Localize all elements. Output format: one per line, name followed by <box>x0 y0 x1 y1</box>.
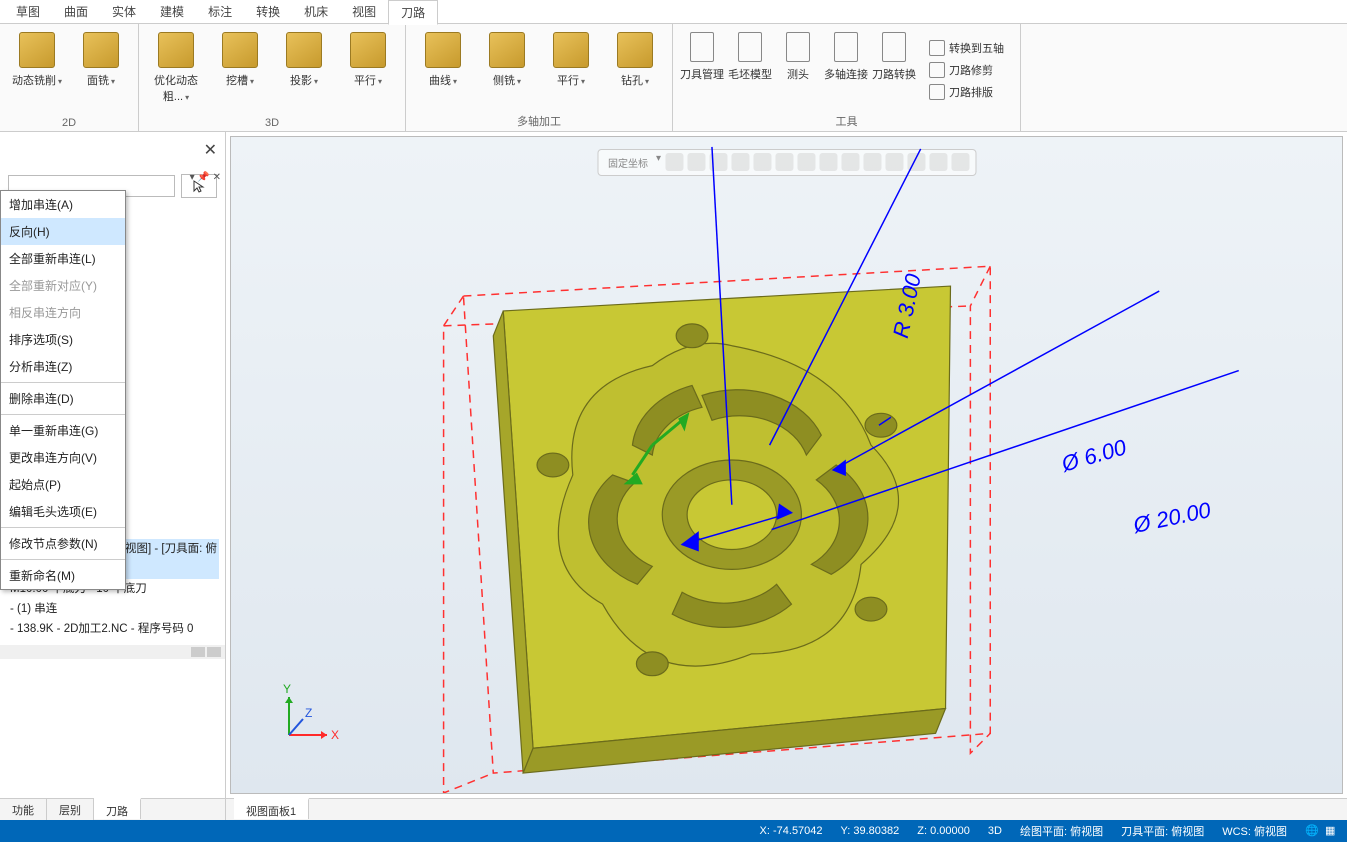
tool-mgr-icon <box>690 32 714 62</box>
parallel5-button[interactable]: 平行 <box>540 28 602 111</box>
side-mill-icon <box>489 32 525 68</box>
ctx-item-11[interactable]: 更改串连方向(V) <box>1 444 125 471</box>
toolpath-manager-pane: ✕ ▾ 📌 ✕ ⓘ ⟳ 增加串连(A)反向(H)全部重新串连(L)全部重新对应(… <box>0 132 226 798</box>
status-y: Y: 39.80382 <box>841 825 900 837</box>
stock-button[interactable]: 毛坯模型 <box>727 28 773 111</box>
ctx-item-15[interactable]: 修改节点参数(N) <box>1 530 125 557</box>
parallel-icon <box>350 32 386 68</box>
parallel5-icon <box>553 32 589 68</box>
project-icon <box>286 32 322 68</box>
face-mill-button[interactable]: 面铣 <box>70 28 132 115</box>
convert-icon <box>882 32 906 62</box>
status-draw-plane[interactable]: 绘图平面: 俯视图 <box>1020 823 1103 839</box>
trim-icon <box>929 62 945 78</box>
to-5axis-icon <box>929 40 945 56</box>
globe-icon[interactable]: 🌐 <box>1305 824 1319 838</box>
ribbon-group-1: 优化动态粗... 挖槽 投影 平行3D <box>139 24 406 131</box>
ctx-item-12[interactable]: 起始点(P) <box>1 471 125 498</box>
close-icon[interactable]: ✕ <box>204 140 217 160</box>
bottom-tab-视图面板1[interactable]: 视图面板1 <box>234 798 309 819</box>
svg-text:Z: Z <box>305 706 312 720</box>
opt-rough-button[interactable]: 优化动态粗... <box>145 28 207 115</box>
probe-icon <box>786 32 810 62</box>
ribbon-group-3: 刀具管理 毛坯模型 测头 多轴连接 刀路转换转换到五轴刀路修剪刀路排版工具 <box>673 24 1021 131</box>
tree-scrollbar[interactable] <box>0 645 225 659</box>
viewport-3d[interactable]: 固定坐标 ▾ <box>230 136 1343 794</box>
ctx-item-5[interactable]: 排序选项(S) <box>1 326 125 353</box>
project-button[interactable]: 投影 <box>273 28 335 115</box>
menu-tab-1[interactable]: 曲面 <box>52 0 100 23</box>
status-mode[interactable]: 3D <box>988 825 1002 837</box>
ribbon-group-0: 动态铣削 面铣2D <box>0 24 139 131</box>
side-mill-button[interactable]: 侧铣 <box>476 28 538 111</box>
menu-tab-8[interactable]: 刀路 <box>388 0 438 25</box>
grid-icon[interactable]: ▦ <box>1325 824 1339 838</box>
model-render <box>231 137 1342 793</box>
bottom-tab-层别[interactable]: 层别 <box>47 799 94 820</box>
ribbon-group-label: 多轴加工 <box>412 111 666 131</box>
status-bar: X: -74.57042 Y: 39.80382 Z: 0.00000 3D 绘… <box>0 820 1347 842</box>
bottom-tab-功能[interactable]: 功能 <box>0 799 47 820</box>
menu-tab-0[interactable]: 草图 <box>4 0 52 23</box>
nest-button[interactable]: 刀路排版 <box>925 82 1008 102</box>
ribbon-group-label: 3D <box>145 115 399 131</box>
menu-tab-5[interactable]: 转换 <box>244 0 292 23</box>
ctx-item-8[interactable]: 删除串连(D) <box>1 385 125 412</box>
parallel-button[interactable]: 平行 <box>337 28 399 115</box>
to-5axis-button[interactable]: 转换到五轴 <box>925 38 1008 58</box>
pane-pin-controls[interactable]: ▾ 📌 ✕ <box>190 172 221 183</box>
dyn-mill-icon <box>19 32 55 68</box>
menu-tabs: 草图曲面实体建模标注转换机床视图刀路 <box>0 0 1347 24</box>
menu-tab-6[interactable]: 机床 <box>292 0 340 23</box>
axis-gizmo: X Y Z <box>265 679 345 759</box>
status-wcs[interactable]: WCS: 俯视图 <box>1222 823 1287 839</box>
ctx-item-6[interactable]: 分析串连(Z) <box>1 353 125 380</box>
nest-icon <box>929 84 945 100</box>
trim-button[interactable]: 刀路修剪 <box>925 60 1008 80</box>
ctx-item-17[interactable]: 重新命名(M) <box>1 562 125 589</box>
pocket-icon <box>222 32 258 68</box>
tool-mgr-button[interactable]: 刀具管理 <box>679 28 725 111</box>
curve-button[interactable]: 曲线 <box>412 28 474 111</box>
ctx-item-2[interactable]: 全部重新串连(L) <box>1 245 125 272</box>
ctx-item-0[interactable]: 增加串连(A) <box>1 191 125 218</box>
probe-button[interactable]: 测头 <box>775 28 821 111</box>
status-tool-plane[interactable]: 刀具平面: 俯视图 <box>1121 823 1204 839</box>
bottom-tab-刀路[interactable]: 刀路 <box>94 798 141 819</box>
drill5-button[interactable]: 钻孔 <box>604 28 666 111</box>
status-x: X: -74.57042 <box>760 825 823 837</box>
svg-text:Y: Y <box>283 682 291 696</box>
opt-rough-icon <box>158 32 194 68</box>
ribbon-group-2: 曲线 侧铣 平行 钻孔多轴加工 <box>406 24 673 131</box>
pocket-button[interactable]: 挖槽 <box>209 28 271 115</box>
ribbon: 动态铣削 面铣2D 优化动态粗... 挖槽 投影 平行3D 曲线 侧铣 平行 钻… <box>0 24 1347 132</box>
tree-line[interactable]: - (1) 串连 <box>10 599 219 619</box>
ctx-item-4: 相反串连方向 <box>1 299 125 326</box>
menu-tab-2[interactable]: 实体 <box>100 0 148 23</box>
dyn-mill-button[interactable]: 动态铣削 <box>6 28 68 115</box>
chain-context-menu: 增加串连(A)反向(H)全部重新串连(L)全部重新对应(Y)相反串连方向排序选项… <box>0 190 126 590</box>
status-z: Z: 0.00000 <box>917 825 970 837</box>
ctx-item-3: 全部重新对应(Y) <box>1 272 125 299</box>
stock-icon <box>738 32 762 62</box>
menu-tab-4[interactable]: 标注 <box>196 0 244 23</box>
curve-icon <box>425 32 461 68</box>
svg-text:X: X <box>331 728 339 742</box>
multiaxis-icon <box>834 32 858 62</box>
workspace: ✕ ▾ 📌 ✕ ⓘ ⟳ 增加串连(A)反向(H)全部重新串连(L)全部重新对应(… <box>0 132 1347 798</box>
tree-line[interactable]: - 138.9K - 2D加工2.NC - 程序号码 0 <box>10 619 219 639</box>
ctx-item-13[interactable]: 编辑毛头选项(E) <box>1 498 125 525</box>
bottom-tabs: 功能层别刀路 视图面板1 <box>0 798 1347 820</box>
drill5-icon <box>617 32 653 68</box>
ctx-item-10[interactable]: 单一重新串连(G) <box>1 417 125 444</box>
multiaxis-button[interactable]: 多轴连接 <box>823 28 869 111</box>
menu-tab-3[interactable]: 建模 <box>148 0 196 23</box>
ribbon-group-label: 工具 <box>679 111 1014 131</box>
status-icons[interactable]: 🌐 ▦ <box>1305 824 1339 838</box>
ctx-item-1[interactable]: 反向(H) <box>1 218 125 245</box>
face-mill-icon <box>83 32 119 68</box>
menu-tab-7[interactable]: 视图 <box>340 0 388 23</box>
convert-button[interactable]: 刀路转换 <box>871 28 917 111</box>
ribbon-group-label: 2D <box>6 115 132 131</box>
